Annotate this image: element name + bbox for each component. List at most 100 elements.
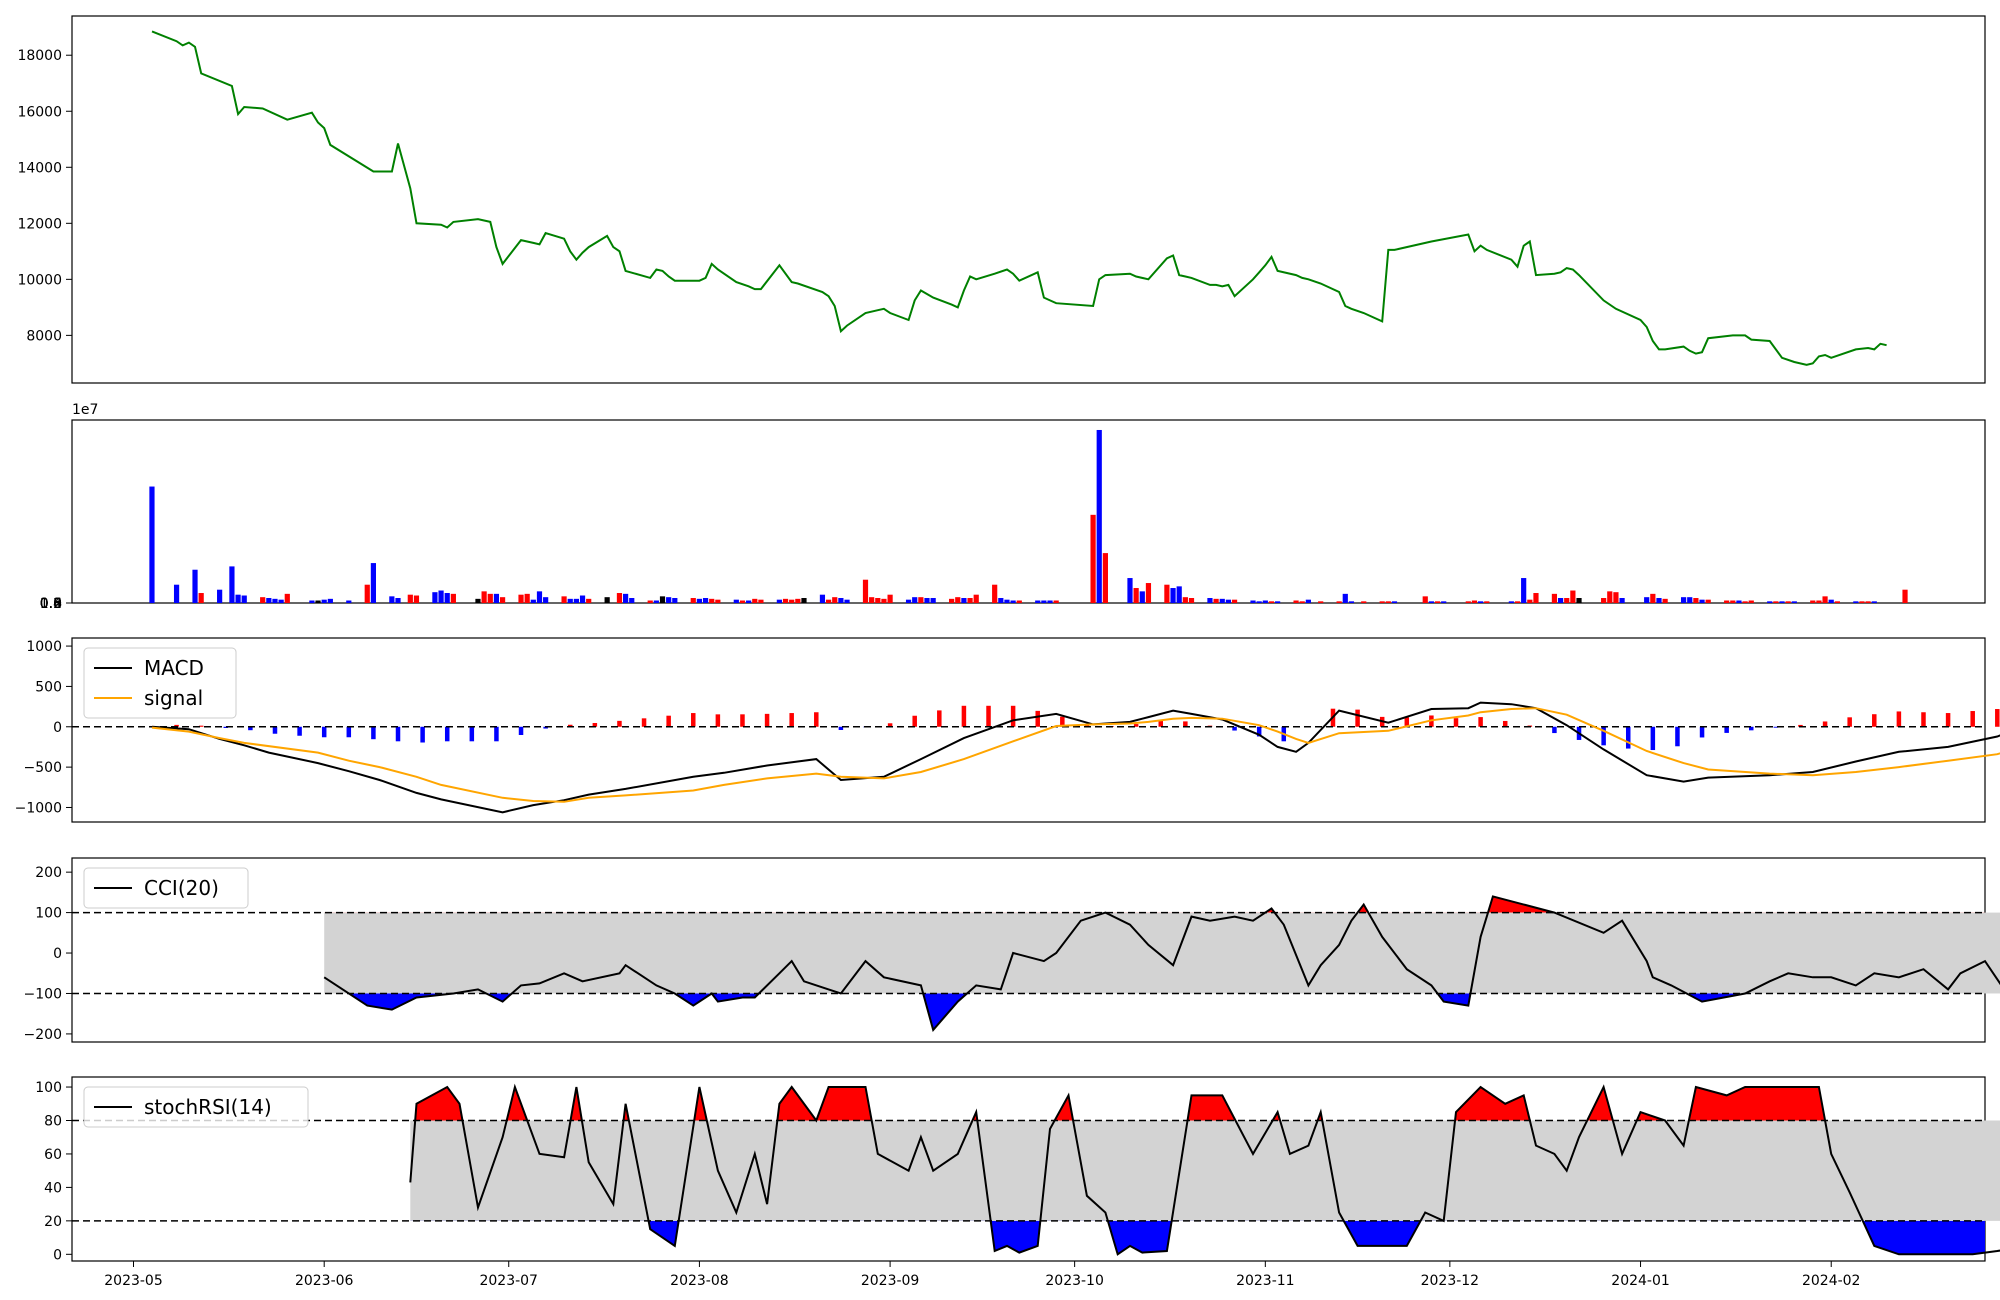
volume-bar	[1551, 593, 1558, 603]
volume-bar	[844, 599, 850, 603]
x-tick-label: 2023-05	[104, 1273, 163, 1289]
volume-bar	[536, 591, 543, 603]
x-tick-label: 2023-07	[479, 1273, 538, 1289]
macd-histogram-bar	[838, 726, 844, 730]
volume-bar	[1391, 601, 1398, 603]
volume-bar	[1576, 598, 1582, 603]
stochrsi-neutral-band	[410, 1120, 2000, 1221]
volume-bar	[1207, 598, 1213, 603]
volume-bar	[912, 597, 918, 603]
volume-bar	[1385, 601, 1391, 603]
macd-histogram-bar	[1749, 726, 1754, 731]
macd-histogram-bar	[297, 726, 302, 736]
volume-bar	[1016, 600, 1022, 603]
macd-panel-ytick-label: −500	[24, 760, 62, 776]
volume-bar	[1662, 598, 1668, 603]
macd-histogram-bar	[715, 714, 721, 727]
volume-bar	[1767, 601, 1773, 603]
volume-bar	[1773, 601, 1779, 603]
macd-histogram-bar	[1970, 711, 1975, 727]
volume-bar	[1336, 601, 1342, 603]
macd-histogram-bar	[1847, 717, 1852, 727]
volume-bar	[579, 595, 586, 603]
volume-bar	[1465, 601, 1471, 603]
volume-bar	[573, 598, 579, 603]
volume-bar	[1342, 593, 1348, 603]
macd-legend-label: MACD	[144, 656, 204, 680]
macd-histogram-bar	[1010, 705, 1016, 727]
chart-layer: 800010000120001400016000180000.00.20.40.…	[15, 15, 2000, 1289]
volume-bar	[1139, 591, 1145, 603]
volume-bar	[702, 598, 709, 603]
cci-panel-ytick-label: −100	[24, 986, 62, 1002]
volume-bar	[1748, 600, 1754, 603]
volume-bar	[973, 594, 979, 603]
volume-bar	[1650, 593, 1656, 603]
macd-histogram-bar	[1724, 726, 1729, 733]
macd-histogram-bar	[1552, 726, 1557, 734]
stochrsi-panel-ytick-label: 40	[44, 1180, 62, 1196]
macd-histogram-bar	[1453, 718, 1459, 727]
volume-bar	[1096, 429, 1102, 603]
macd-histogram-bar	[1675, 726, 1680, 747]
macd-histogram-bar	[518, 726, 524, 736]
volume-bar	[1293, 600, 1299, 603]
volume-bar	[1613, 592, 1619, 603]
volume-bar	[432, 592, 438, 603]
x-tick-label: 2024-01	[1611, 1273, 1670, 1289]
volume-bar	[278, 599, 284, 603]
volume-bar	[647, 600, 653, 603]
volume-bar	[1779, 601, 1785, 603]
volume-bar	[666, 597, 672, 603]
volume-bar	[819, 594, 826, 603]
x-tick-label: 2023-08	[670, 1273, 729, 1289]
price-panel-ytick-label: 18000	[17, 48, 62, 64]
stochrsi-legend-label: stochRSI(14)	[144, 1095, 272, 1119]
volume-bar	[623, 593, 629, 603]
macd-histogram-bar	[494, 726, 499, 742]
volume-bar	[1557, 598, 1564, 603]
volume-panel-ytick-label: 0.0	[40, 596, 62, 612]
macd-histogram-bar	[789, 713, 794, 727]
volume-bar	[967, 598, 973, 603]
volume-bar	[1705, 599, 1711, 603]
volume-bar	[487, 593, 493, 603]
volume-bar	[696, 598, 703, 603]
x-tick-label: 2023-10	[1045, 1273, 1104, 1289]
volume-bar	[1188, 598, 1195, 603]
volume-bar	[616, 593, 623, 603]
volume-bar	[149, 486, 155, 603]
volume-bar	[869, 597, 875, 603]
volume-bar	[1318, 601, 1324, 603]
volume-bar	[524, 593, 530, 603]
volume-bar	[198, 593, 204, 603]
volume-bar	[1693, 598, 1699, 603]
volume-bar	[567, 598, 573, 603]
volume-bar	[1441, 601, 1447, 603]
volume-bar	[1791, 601, 1797, 603]
volume-bar	[949, 598, 955, 603]
price-panel-frame	[71, 15, 1986, 384]
volume-bar	[1176, 586, 1182, 603]
volume-bar	[272, 598, 278, 603]
volume-bar	[875, 598, 881, 603]
volume-bar	[389, 596, 395, 603]
macd-histogram-bar	[986, 705, 991, 727]
volume-bar	[1902, 589, 1908, 603]
macd-histogram-bar	[1699, 726, 1705, 738]
volume-bar	[1213, 598, 1219, 603]
volume-bar	[1810, 600, 1816, 603]
stochrsi-panel-ytick-label: 0	[53, 1247, 62, 1263]
volume-bar	[309, 600, 315, 603]
volume-bar	[1231, 599, 1238, 603]
volume-bar	[1527, 599, 1533, 603]
volume-bar	[1053, 600, 1059, 603]
volume-bar	[217, 589, 223, 603]
volume-bar	[1010, 600, 1016, 603]
macd-histogram-bar	[420, 726, 425, 743]
macd-histogram-bar	[1232, 726, 1237, 731]
volume-bar	[1533, 593, 1539, 603]
volume-bar	[1724, 600, 1730, 603]
macd-histogram-bar	[1084, 724, 1090, 727]
macd-histogram-bar	[223, 726, 229, 728]
